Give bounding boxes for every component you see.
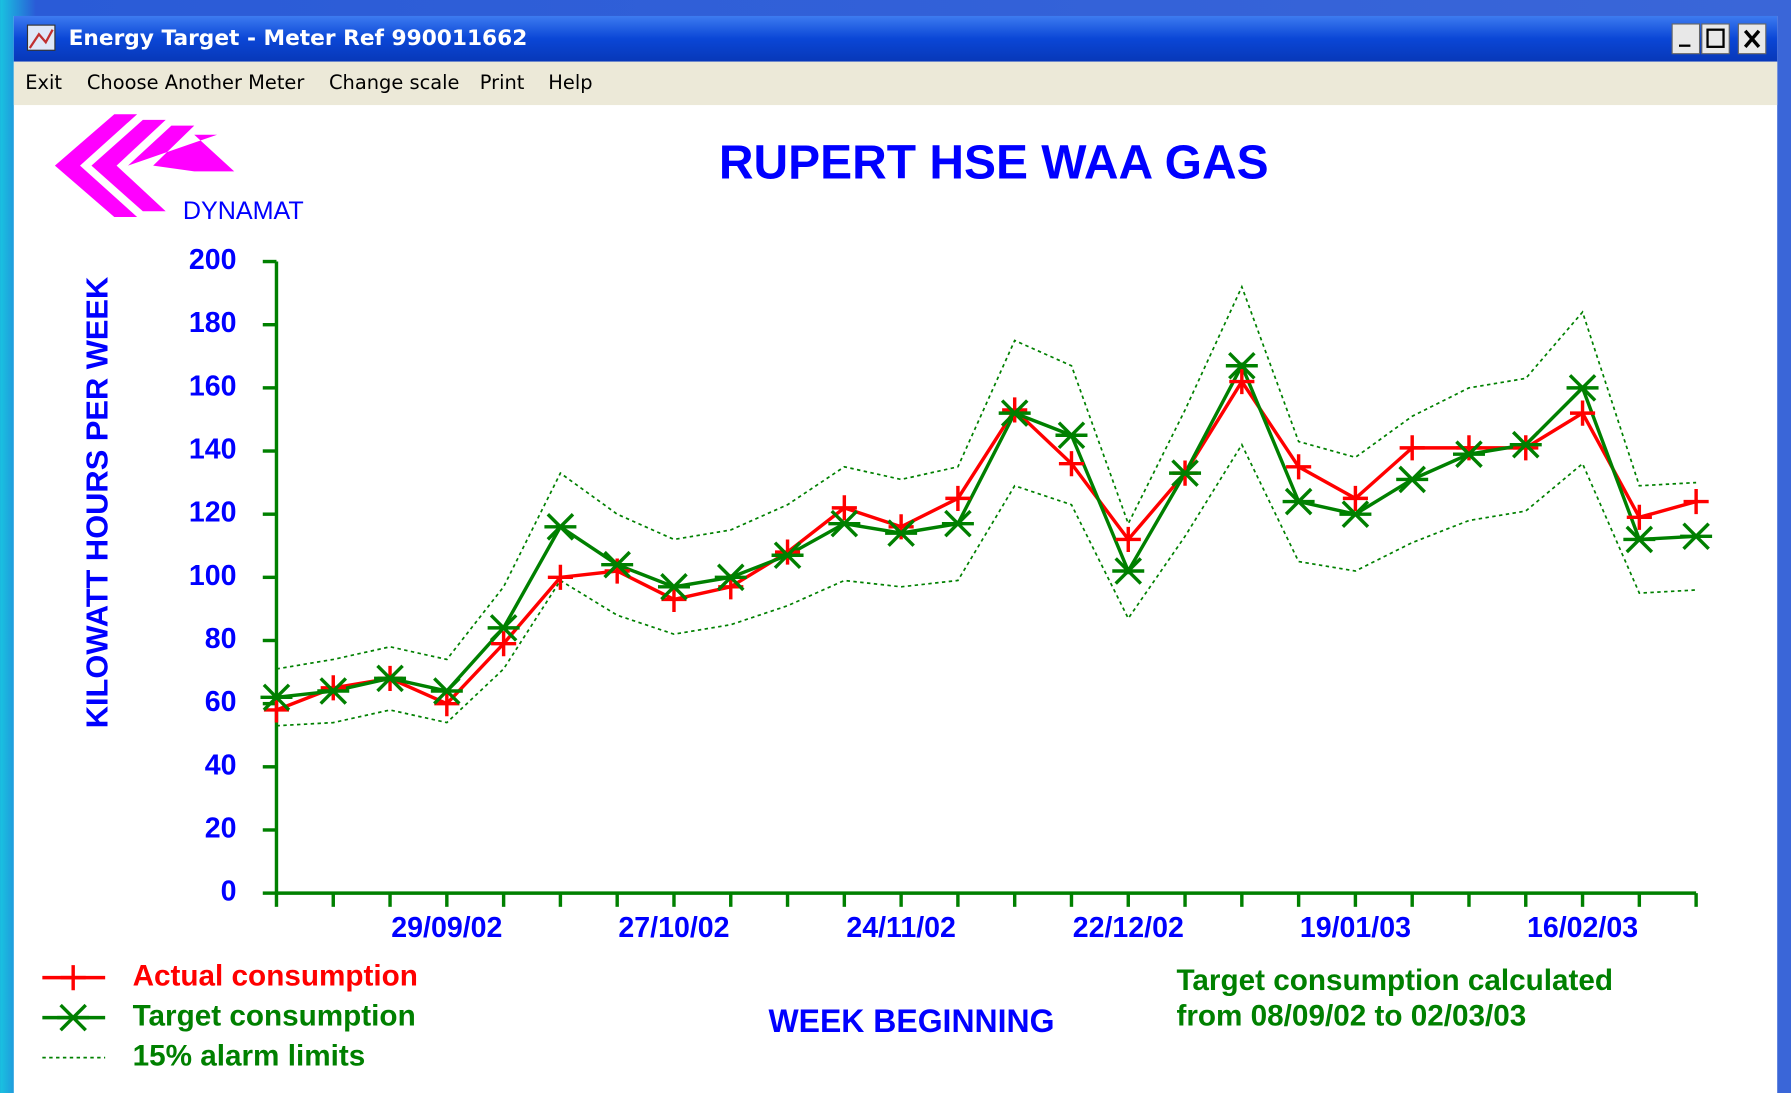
marker (320, 675, 346, 701)
marker (771, 541, 804, 570)
x-tick-label: 24/11/02 (846, 912, 956, 944)
legend-marker (60, 965, 86, 991)
y-tick-label: 80 (205, 623, 237, 655)
logo-chevron (91, 119, 166, 212)
maximize-icon (1706, 28, 1725, 48)
maximize-button[interactable] (1701, 23, 1730, 55)
marker (1282, 487, 1315, 516)
logo-chevron (54, 114, 138, 218)
marker (601, 550, 634, 579)
menu-item[interactable]: Change scale (329, 71, 459, 94)
marker (831, 495, 857, 521)
marker (1623, 525, 1656, 554)
marker (374, 664, 407, 693)
y-tick-label: 0 (221, 876, 237, 908)
menu-item[interactable]: Print (480, 71, 525, 94)
marker (1002, 397, 1028, 423)
marker (1058, 451, 1085, 477)
x-tick-label: 16/02/03 (1527, 912, 1638, 944)
marker (260, 683, 293, 712)
note: from 08/09/02 to 02/03/03 (1176, 999, 1526, 1032)
menu-item[interactable]: Choose Another Meter (87, 71, 304, 94)
marker (1112, 557, 1145, 585)
legend-label: Target consumption (133, 999, 416, 1032)
marker (1055, 421, 1088, 450)
series-line (276, 361, 1697, 700)
note: Target consumption calculated (1176, 964, 1613, 997)
alarm-limit-line (276, 284, 1697, 670)
app-icon-graph (28, 29, 54, 49)
x-tick-label: 19/01/03 (1300, 912, 1411, 944)
marker (1169, 459, 1202, 487)
x-tick-label: 29/09/02 (391, 912, 502, 944)
marker (714, 563, 747, 592)
marker (1115, 526, 1141, 553)
window-controls (1671, 23, 1767, 55)
y-tick-label: 60 (205, 686, 237, 718)
marker (945, 485, 971, 511)
marker (998, 399, 1031, 427)
marker (661, 586, 687, 613)
menu-item[interactable]: Exit (25, 71, 62, 94)
chart-title: RUPERT HSE WAA GAS (719, 136, 1269, 189)
x-tick-label: 22/12/02 (1073, 912, 1184, 944)
marker (774, 539, 801, 565)
marker (1396, 465, 1429, 494)
marker (885, 519, 918, 547)
y-tick-label: 140 (189, 434, 237, 466)
x-axis-label: WEEK BEGINNING (769, 1003, 1055, 1039)
marker (1513, 435, 1539, 461)
window (13, 15, 1778, 1093)
marker (434, 691, 460, 717)
close-icon (1743, 29, 1761, 48)
marker (1339, 500, 1372, 528)
marker (1229, 368, 1255, 395)
marker (1569, 400, 1596, 426)
legend-label: Actual consumption (133, 959, 418, 992)
y-tick-label: 120 (189, 497, 237, 529)
marker (657, 573, 690, 601)
marker (544, 513, 577, 541)
logo: DYNAMAT (54, 114, 304, 225)
marker (317, 677, 350, 705)
marker (1342, 485, 1368, 511)
marker (1509, 430, 1542, 459)
marker (263, 697, 290, 723)
menu-bar (13, 61, 1778, 106)
marker (1680, 522, 1713, 551)
marker (1399, 435, 1425, 461)
logo-chevron (128, 125, 235, 172)
alarm-limit-line (276, 442, 1697, 727)
marker (1452, 440, 1485, 468)
marker (487, 614, 520, 642)
marker (1626, 504, 1652, 530)
marker (1286, 454, 1312, 480)
marker (941, 509, 974, 538)
y-tick-label: 20 (205, 813, 237, 845)
title-bar (13, 15, 1778, 62)
minimize-button[interactable] (1671, 23, 1701, 55)
y-axis-label: KILOWATT HOURS PER WEEK (80, 277, 115, 729)
marker (1225, 351, 1258, 380)
legend-marker (57, 1003, 90, 1032)
marker (491, 631, 517, 657)
y-tick-label: 200 (189, 244, 237, 276)
marker (1683, 488, 1709, 515)
y-tick-label: 40 (205, 749, 237, 781)
marker (430, 677, 463, 705)
marker (547, 564, 573, 590)
y-tick-label: 100 (189, 560, 237, 592)
legend-label: 15% alarm limits (133, 1039, 366, 1072)
window-title: Energy Target - Meter Ref 990011662 (69, 26, 528, 51)
marker (828, 509, 861, 538)
menu: Exit Choose Another Meter Change scale Prin… (25, 71, 592, 94)
marker (1566, 374, 1599, 402)
y-tick-label: 180 (189, 307, 237, 339)
logo-text: DYNAMAT (183, 197, 304, 225)
y-tick-label: 160 (189, 370, 237, 402)
menu-item[interactable]: Help (548, 71, 592, 94)
x-tick-label: 27/10/02 (618, 912, 729, 944)
